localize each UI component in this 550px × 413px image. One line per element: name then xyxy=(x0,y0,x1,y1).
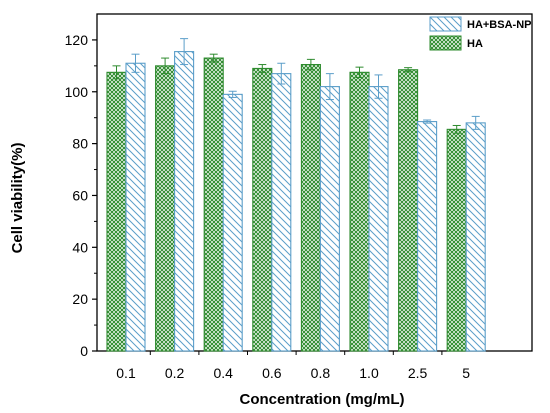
x-tick-label: 5 xyxy=(462,365,470,381)
y-tick-label: 20 xyxy=(72,291,88,307)
bar-ha xyxy=(155,65,176,352)
x-tick-label: 0.4 xyxy=(213,365,233,381)
y-tick-label: 0 xyxy=(80,343,88,359)
bar-ha-bsa-np xyxy=(271,73,292,352)
x-tick-label: 0.2 xyxy=(165,365,185,381)
x-tick-label: 0.8 xyxy=(311,365,331,381)
x-tick-label: 0.1 xyxy=(116,365,136,381)
legend: HA+BSA-NP HA xyxy=(429,16,531,51)
x-axis-title: Concentration (mg/mL) xyxy=(240,391,405,408)
bar-ha-bsa-np xyxy=(465,122,486,352)
x-tick-label: 1.0 xyxy=(359,365,379,381)
bar-ha xyxy=(300,64,321,352)
bar-ha-bsa-np xyxy=(417,121,438,352)
y-tick-label: 100 xyxy=(65,84,89,100)
legend-swatch xyxy=(429,16,462,32)
bar-ha-bsa-np xyxy=(368,86,389,352)
x-tick-label: 2.5 xyxy=(408,365,428,381)
legend-label: HA xyxy=(467,38,483,50)
y-axis: 0 20 40 60 80 100 120 xyxy=(65,32,97,359)
x-tick-label: 0.6 xyxy=(262,365,282,381)
y-tick-label: 40 xyxy=(72,239,88,255)
bar-ha-bsa-np xyxy=(222,93,243,352)
bar-ha xyxy=(106,71,127,352)
bar-ha-bsa-np xyxy=(174,51,195,352)
y-tick-label: 80 xyxy=(72,136,88,152)
x-axis: 0.1 0.2 0.4 0.6 0.8 1.0 2.5 5 xyxy=(116,351,470,381)
bar-ha xyxy=(446,128,467,352)
y-axis-title: Cell viability(%) xyxy=(9,143,26,254)
legend-swatch xyxy=(429,35,462,51)
y-tick-label: 60 xyxy=(72,187,88,203)
bar-ha-bsa-np xyxy=(125,62,146,352)
error-bars xyxy=(112,38,480,134)
bar-ha xyxy=(252,67,273,352)
y-tick-label: 120 xyxy=(65,32,89,48)
bar-ha-bsa-np xyxy=(319,86,340,352)
bar-ha xyxy=(398,69,419,352)
bar-ha xyxy=(349,71,370,352)
bar-ha xyxy=(203,57,224,352)
legend-label: HA+BSA-NP xyxy=(467,19,531,31)
bars xyxy=(106,51,486,352)
